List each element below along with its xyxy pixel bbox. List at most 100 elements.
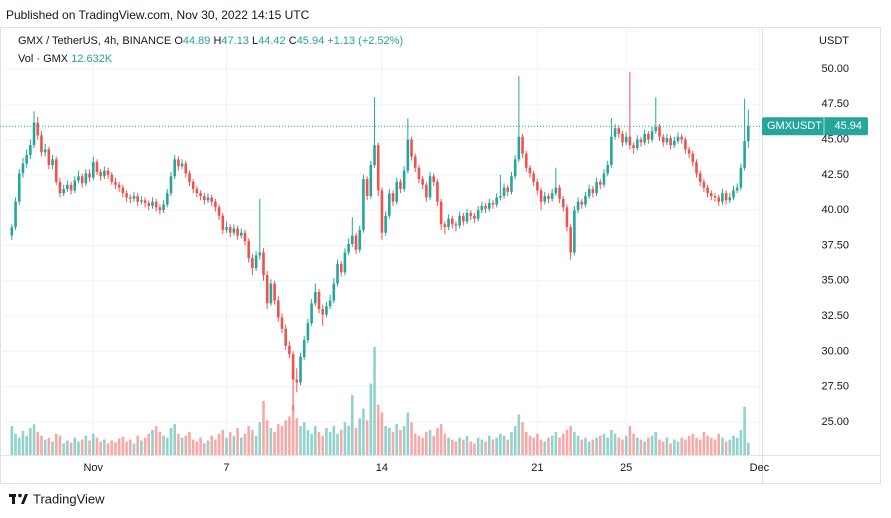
volume-bar: [325, 427, 328, 455]
volume-bar: [417, 435, 421, 455]
volume-bar: [458, 437, 461, 455]
volume-bar: [206, 440, 210, 455]
candle-body: [598, 181, 602, 185]
candle-body: [487, 203, 491, 209]
candle-body: [347, 244, 350, 253]
candle-body: [543, 196, 547, 202]
volume-bar: [62, 443, 65, 455]
volume-bar: [598, 435, 602, 455]
candle-body: [162, 204, 165, 211]
volume-bar: [299, 426, 302, 455]
candle-body: [554, 187, 558, 194]
candle-body: [269, 283, 273, 304]
volume-bar: [262, 400, 265, 455]
candle-body: [621, 133, 624, 143]
volume-bar: [635, 437, 639, 455]
volume-bar: [306, 429, 310, 455]
candle-body: [158, 207, 162, 211]
candle-body: [499, 196, 502, 198]
candle-body: [425, 184, 428, 198]
candle-body: [747, 126, 750, 142]
candle-body: [84, 173, 88, 184]
volume-bar: [502, 435, 506, 455]
candle-body: [247, 241, 251, 259]
volume-bar: [14, 433, 17, 455]
volume-bar: [339, 429, 343, 455]
volume-bar: [402, 426, 406, 455]
volume-bar: [584, 437, 587, 455]
candle-body: [321, 308, 325, 315]
x-tick-label: Nov: [83, 462, 103, 474]
candle-body: [36, 122, 40, 136]
candle-body: [462, 215, 465, 222]
volume-bar: [691, 433, 695, 455]
y-tick-label: 45.00: [821, 133, 849, 145]
volume-legend: Vol · GMX 12.632K: [18, 53, 112, 65]
candle-body: [399, 181, 402, 189]
candle-body: [547, 196, 550, 199]
volume-bar: [569, 426, 572, 455]
volume-bar: [672, 439, 676, 455]
candle-body: [521, 136, 524, 154]
candle-body: [54, 159, 58, 182]
candle-body: [587, 188, 591, 197]
volume-bar: [273, 431, 276, 455]
x-tick-label: 21: [531, 462, 543, 474]
ohlc-key: L: [252, 35, 259, 47]
volume-bar: [84, 435, 88, 455]
candle-body: [439, 201, 443, 225]
volume-bar: [91, 433, 95, 455]
volume-bar: [362, 408, 365, 455]
candle-body: [510, 176, 513, 192]
volume-bar: [495, 437, 498, 455]
frame: [0, 27, 881, 484]
candle-body: [136, 196, 139, 202]
candle-body: [561, 198, 565, 208]
candle-body: [88, 173, 91, 178]
volume-bar: [506, 439, 510, 455]
volume-bar: [88, 440, 91, 455]
candle-body: [328, 300, 332, 307]
candle-body: [513, 159, 517, 177]
candle-body: [469, 212, 473, 216]
volume-bar: [450, 439, 454, 455]
candle-body: [443, 224, 447, 228]
volume-bar: [106, 443, 110, 455]
candle-body: [169, 176, 173, 194]
volume-bar: [628, 426, 632, 455]
volume-bar: [687, 435, 691, 455]
volume-bar: [73, 437, 77, 455]
volume-bar: [543, 441, 547, 455]
volume-bar: [177, 433, 180, 455]
volume-bar: [351, 395, 354, 455]
volume-bar: [547, 437, 550, 455]
candle-body: [635, 139, 639, 149]
volume-bar: [524, 431, 528, 455]
candle-body: [258, 252, 262, 256]
volume-title: Vol · GMX: [18, 53, 69, 65]
volume-bar: [376, 404, 380, 455]
candle-body: [51, 159, 54, 165]
volume-bar: [77, 441, 80, 455]
candle-body: [154, 201, 158, 208]
volume-bar: [617, 437, 621, 455]
volume-bar: [121, 436, 125, 455]
candle-body: [225, 227, 228, 230]
candle-body: [536, 181, 539, 191]
candle-body: [95, 162, 99, 173]
volume-bar: [406, 412, 410, 455]
candle-body: [306, 323, 310, 341]
volume-bar: [128, 439, 132, 455]
candle-body: [184, 163, 188, 174]
volume-bar: [669, 443, 672, 455]
volume-bar: [425, 431, 428, 455]
candle-body: [325, 306, 328, 315]
candle-body: [151, 201, 154, 206]
candle-body: [47, 149, 51, 165]
y-tick-label: 35.00: [821, 275, 849, 287]
volume-bar: [536, 433, 539, 455]
candle-body: [602, 173, 606, 185]
published-note: Published on TradingView.com, Nov 30, 20…: [6, 8, 310, 22]
candle-body: [732, 190, 735, 198]
